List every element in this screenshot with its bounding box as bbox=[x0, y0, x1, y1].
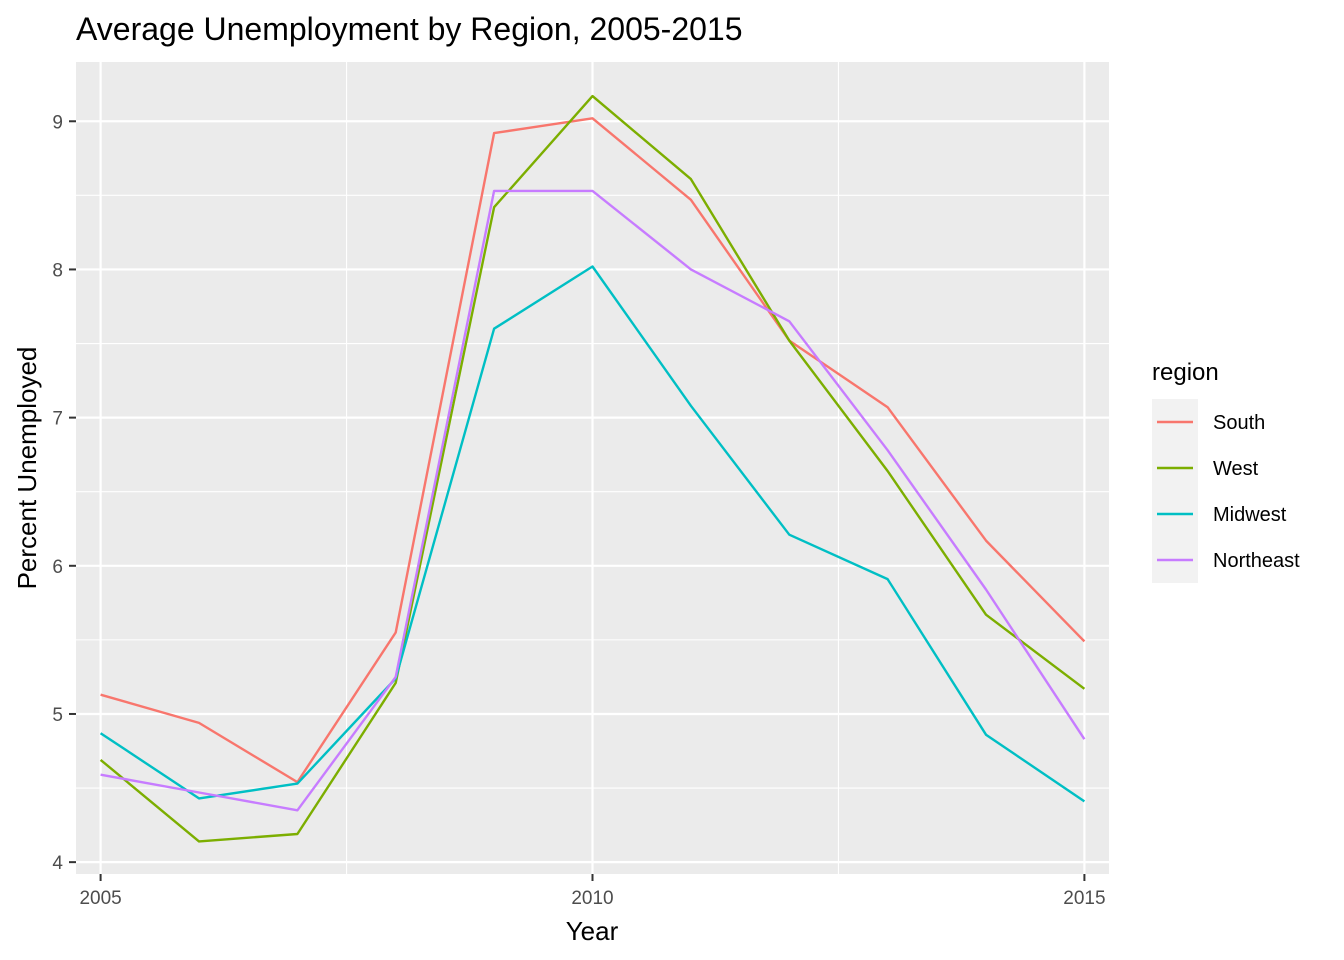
x-axis-title: Year bbox=[566, 916, 619, 946]
y-tick-label: 8 bbox=[52, 260, 63, 281]
x-tick-label: 2010 bbox=[571, 888, 613, 909]
series-line-south bbox=[100, 117, 1086, 784]
y-tick-label: 9 bbox=[52, 112, 63, 133]
legend-label: South bbox=[1213, 412, 1265, 434]
y-tick-label: 5 bbox=[52, 705, 63, 726]
series-line-midwest bbox=[99, 265, 1086, 803]
y-tick-label: 6 bbox=[52, 557, 63, 578]
x-tick-label: 2005 bbox=[79, 888, 121, 909]
legend-label: Northeast bbox=[1213, 550, 1300, 572]
x-axis: 2005 2010 2015 bbox=[79, 874, 1106, 909]
x-tick-label: 2015 bbox=[1063, 888, 1105, 909]
series-line-west bbox=[99, 94, 1086, 843]
grid-major bbox=[76, 62, 1109, 874]
legend-label: West bbox=[1213, 458, 1259, 480]
series-line-northeast bbox=[100, 189, 1086, 812]
chart-title: Average Unemployment by Region, 2005-201… bbox=[76, 11, 743, 47]
y-tick-label: 4 bbox=[52, 853, 63, 874]
y-axis: 4 5 6 7 8 9 bbox=[52, 112, 76, 874]
legend-label: Midwest bbox=[1213, 504, 1287, 526]
y-axis-title: Percent Unemployed bbox=[12, 347, 42, 590]
legend-title: region bbox=[1152, 359, 1219, 386]
legend: region South West Midwest Northeast bbox=[1152, 359, 1300, 583]
series-layer bbox=[99, 94, 1086, 843]
y-tick-label: 7 bbox=[52, 409, 63, 430]
